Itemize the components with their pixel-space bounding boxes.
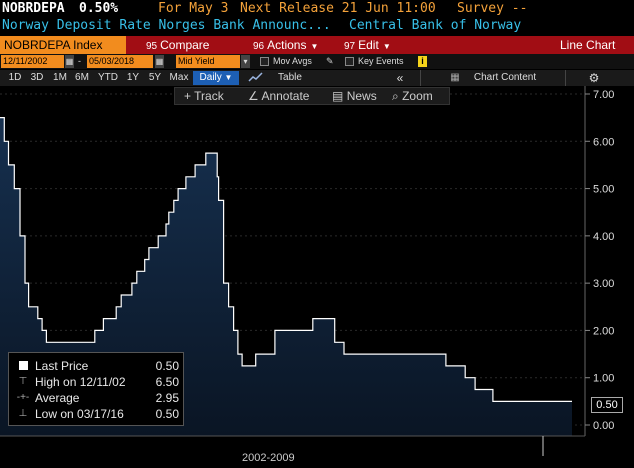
chevron-down-icon: ▼ (224, 73, 233, 82)
legend-high: ⊤ High on 12/11/02 6.50 (9, 374, 185, 390)
annotate-label: Annotate (261, 89, 310, 103)
field-select[interactable]: Mid Yield (176, 55, 240, 68)
start-date-field[interactable]: 12/11/2002 (1, 55, 64, 68)
key-events-label: Key Events (358, 56, 404, 66)
track-label: Track (194, 89, 224, 103)
legend-high-label: High on 12/11/02 (35, 375, 126, 389)
zoom-tool[interactable]: ⌕ Zoom (392, 87, 433, 105)
last-price-badge: 0.50 (591, 397, 623, 413)
frequency-select[interactable]: Daily ▼ (193, 71, 239, 85)
compare-label: Compare (160, 38, 210, 52)
news-label: News (346, 89, 377, 103)
calendar-icon[interactable]: ▦ (155, 55, 164, 68)
pencil-icon[interactable]: ✎ (326, 56, 334, 66)
legend-low-label: Low on 03/17/16 (35, 407, 124, 421)
y-tick-label: 6.00 (593, 136, 614, 148)
dropdown-caret-icon[interactable]: ▾ (241, 55, 250, 68)
annotate-tool[interactable]: ∠ Annotate (248, 87, 309, 105)
chart-legend: Last Price 0.50 ⊤ High on 12/11/02 6.50 … (8, 352, 184, 426)
period-bar (0, 70, 634, 86)
period-6m[interactable]: 6M (75, 72, 89, 83)
legend-low: ⊥ Low on 03/17/16 0.50 (9, 406, 185, 422)
legend-avg-label: Average (35, 391, 80, 405)
edit-label: Edit (358, 38, 379, 52)
line-chart-icon[interactable] (245, 71, 267, 85)
legend-last-value: 0.50 (155, 359, 179, 373)
legend-low-value: 0.50 (155, 407, 179, 421)
chart-content-tab[interactable]: Chart Content (473, 72, 537, 83)
mov-avgs-checkbox[interactable] (260, 57, 269, 66)
frequency-label: Daily (199, 72, 222, 83)
security-field[interactable]: NOBRDEPA Index (0, 36, 126, 54)
period-3d[interactable]: 3D (30, 72, 44, 83)
edit-menu[interactable]: 97 Edit ▼ (344, 36, 391, 54)
pencil-icon: ∠ (248, 89, 259, 103)
track-tool[interactable]: + Track (184, 87, 224, 105)
y-tick-label: 0.00 (593, 420, 614, 432)
y-tick-label: 3.00 (593, 278, 614, 290)
date-separator: - (78, 56, 81, 66)
security-description: Norway Deposit Rate Norges Bank Announc.… (2, 18, 331, 33)
legend-avg-value: 2.95 (155, 391, 179, 405)
y-tick-label: 1.00 (593, 373, 614, 385)
low-marker-icon: ⊥ (18, 408, 28, 419)
square-icon (15, 358, 31, 376)
survey-label: Survey -- (457, 1, 528, 16)
header-bar: NOBRDEPA 0.50% For May 3 Next Release 21… (0, 0, 634, 17)
crosshair-icon: + (184, 89, 192, 103)
collapse-left-icon[interactable]: « (396, 71, 404, 85)
actions-label: Actions (267, 38, 307, 52)
legend-last-label: Last Price (35, 359, 89, 373)
key-events-checkbox[interactable] (345, 57, 354, 66)
actions-number: 96 (253, 41, 265, 52)
next-release-label: Next Release 21 Jun 11:00 (240, 1, 436, 16)
y-tick-label: 5.00 (593, 184, 614, 196)
menu-bar (0, 36, 634, 54)
period-1d[interactable]: 1D (8, 72, 22, 83)
x-axis-label: 2002-2009 (242, 452, 295, 464)
actions-menu[interactable]: 96 Actions ▼ (253, 36, 318, 54)
period-max[interactable]: Max (169, 72, 189, 83)
table-tab[interactable]: Table (278, 72, 302, 83)
news-tool[interactable]: ▤ News (332, 87, 377, 105)
average-marker-icon: -+- (16, 392, 30, 403)
source-label: Central Bank of Norway (349, 18, 522, 33)
end-date-field[interactable]: 05/03/2018 (87, 55, 153, 68)
compare-number: 95 (146, 41, 158, 52)
calendar-icon[interactable]: ▦ (65, 55, 74, 68)
legend-last-price[interactable]: Last Price 0.50 (9, 358, 185, 374)
y-axis: 7.00 6.00 5.00 4.00 3.00 2.00 1.00 0.00 (585, 89, 614, 432)
period-ytd[interactable]: YTD (98, 72, 118, 83)
y-tick-label: 2.00 (593, 325, 614, 337)
chart-toolbar (174, 87, 450, 105)
y-tick-label: 4.00 (593, 231, 614, 243)
compare-button[interactable]: 95 Compare (146, 36, 209, 54)
for-date-label: For May 3 (158, 1, 229, 16)
description-bar: Norway Deposit Rate Norges Bank Announc.… (0, 17, 634, 35)
period-1m[interactable]: 1M (53, 72, 67, 83)
edit-number: 97 (344, 41, 356, 52)
period-1y[interactable]: 1Y (126, 72, 140, 83)
last-value: 0.50% (79, 1, 119, 16)
chevron-down-icon: ▼ (382, 42, 391, 51)
divider (420, 70, 421, 86)
chart-type-label[interactable]: Line Chart (560, 38, 616, 52)
divider (565, 70, 566, 86)
search-icon: ⌕ (392, 89, 399, 103)
period-5y[interactable]: 5Y (148, 72, 162, 83)
y-tick-label: 7.00 (593, 89, 614, 101)
zoom-label: Zoom (402, 89, 433, 103)
chevron-down-icon: ▼ (310, 42, 319, 51)
news-icon: ▤ (332, 89, 344, 103)
legend-high-value: 6.50 (155, 375, 179, 389)
mov-avgs-label: Mov Avgs (273, 56, 312, 66)
info-icon[interactable]: i (418, 56, 427, 67)
high-marker-icon: ⊤ (18, 376, 28, 387)
legend-average: -+- Average 2.95 (9, 390, 185, 406)
ticker-symbol: NOBRDEPA (2, 1, 65, 16)
chart-content-icon: ▦ (450, 72, 460, 83)
gear-icon[interactable]: ⚙ (588, 71, 600, 85)
price-line (0, 117, 572, 402)
